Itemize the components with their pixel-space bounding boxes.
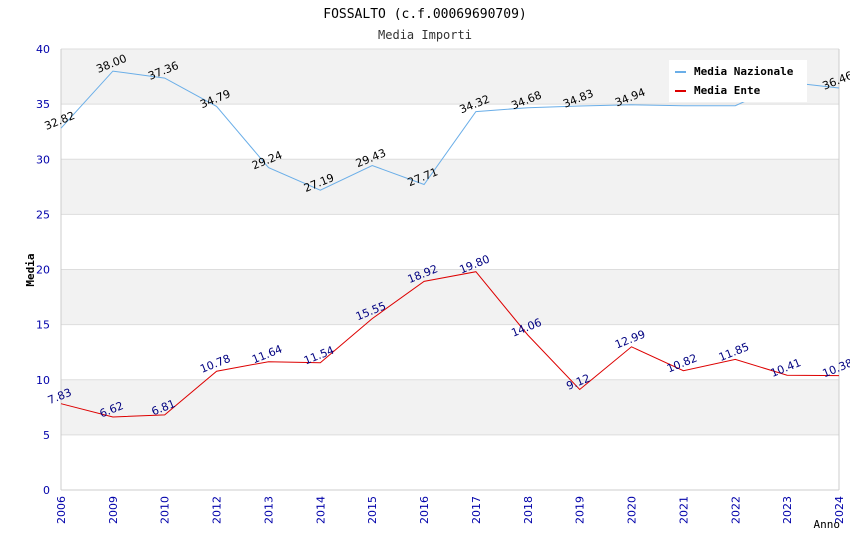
background-band [61, 379, 839, 435]
x-tick-label: 2010 [159, 496, 172, 524]
y-tick-label: 35 [36, 98, 50, 111]
y-tick-labels: 0 5 10 15 20 25 30 35 40 [36, 43, 50, 497]
legend-label: Media Ente [694, 84, 761, 97]
y-axis-label: Media [24, 253, 37, 286]
x-tick-label: 2021 [677, 496, 690, 524]
series-line-media-nazionale [60, 70, 840, 191]
x-tick-label: 2022 [729, 496, 742, 524]
y-tick-label: 30 [36, 153, 50, 166]
x-tick-label: 2019 [574, 496, 587, 524]
x-tick-label: 2006 [55, 496, 68, 524]
background-bands [61, 49, 839, 490]
background-band [61, 269, 839, 325]
y-tick-label: 40 [36, 43, 50, 56]
axes [60, 49, 840, 491]
x-tick-label: 2024 [833, 496, 846, 524]
background-band [61, 434, 839, 490]
background-band [61, 214, 839, 270]
y-tick-label: 10 [36, 374, 50, 387]
legend: Media Nazionale Media Ente [669, 60, 807, 102]
chart-subtitle: Media Importi [378, 28, 472, 42]
chart-title: FOSSALTO (c.f.00069690709) [323, 7, 527, 22]
x-axis-label: Anno [814, 518, 841, 531]
series-layer [60, 70, 840, 418]
x-tick-label: 2012 [211, 496, 224, 524]
y-tick-label: 25 [36, 208, 50, 221]
x-tick-label: 2014 [314, 496, 327, 524]
legend-label: Media Nazionale [694, 65, 794, 78]
x-tick-label: 2015 [366, 496, 379, 524]
x-tick-label: 2018 [522, 496, 535, 524]
background-band [61, 104, 839, 160]
x-tick-label: 2023 [781, 496, 794, 524]
background-band [61, 159, 839, 215]
x-tick-label: 2009 [107, 496, 120, 524]
background-band [61, 324, 839, 380]
y-tick-label: 20 [36, 264, 50, 277]
y-tick-label: 15 [36, 319, 50, 332]
y-tick-label: 0 [43, 484, 50, 497]
y-tick-label: 5 [43, 429, 50, 442]
x-tick-label: 2016 [418, 496, 431, 524]
series-line-media-ente [60, 271, 840, 418]
x-tick-label: 2017 [470, 496, 483, 524]
x-tick-label: 2020 [626, 496, 639, 524]
legend-box [669, 60, 807, 102]
x-tick-labels: 2006 2009 2010 2012 2013 2014 2015 2016 2017 2018… [55, 496, 846, 524]
x-tick-label: 2013 [262, 496, 275, 524]
